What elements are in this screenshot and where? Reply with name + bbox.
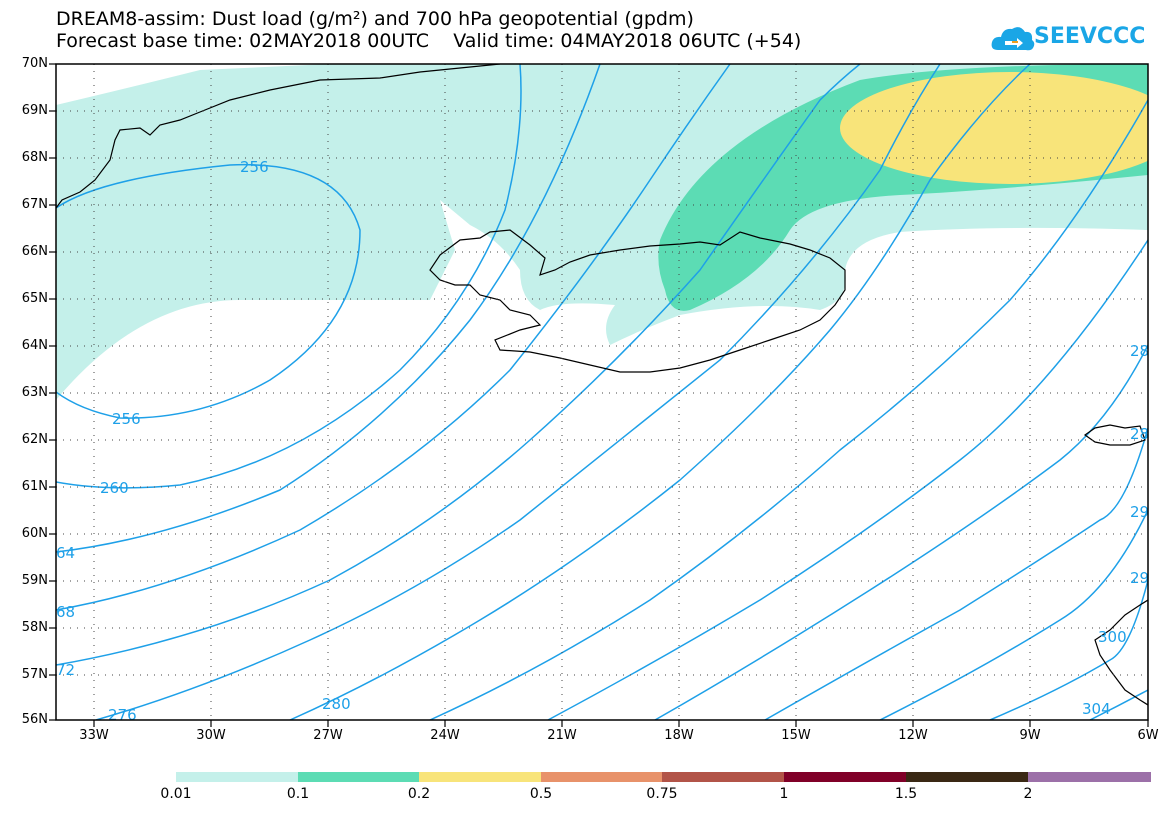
- greenland-coast: [56, 64, 501, 209]
- lat-label: 64N: [21, 338, 48, 353]
- colorbar-label: 0.5: [529, 786, 553, 802]
- contour-label: 276: [108, 706, 137, 724]
- colorbar-swatch: [784, 772, 906, 782]
- contour-272: [56, 64, 861, 666]
- lon-label: 33W: [79, 728, 109, 743]
- contour-label: 256: [112, 410, 141, 428]
- contour-292: [764, 427, 1148, 720]
- lat-label: 61N: [21, 479, 48, 494]
- title-line-1: DREAM8-assim: Dust load (g/m²) and 700 h…: [56, 8, 694, 30]
- scotland-coast: [1094, 599, 1148, 706]
- lat-label: 65N: [21, 291, 48, 306]
- contour-label: 304: [1082, 700, 1111, 718]
- contour-276: [95, 64, 941, 720]
- lon-label: 18W: [664, 728, 694, 743]
- contour-label: 260: [100, 479, 129, 497]
- contour-284-a: [429, 99, 1148, 720]
- contour-300: [989, 579, 1148, 720]
- lat-label: 68N: [21, 150, 48, 165]
- lon-label: 15W: [781, 728, 811, 743]
- lat-label: 57N: [21, 667, 48, 682]
- colorbar-label: 1: [779, 786, 789, 802]
- lat-lon-grid: [56, 64, 1148, 720]
- colorbar-label: 2: [1023, 786, 1033, 802]
- contour-260: [56, 64, 522, 489]
- contour-label: 72: [56, 661, 75, 679]
- colorbar-label: 0.75: [646, 786, 678, 802]
- iceland-coast: [429, 229, 846, 373]
- title-line-2: Forecast base time: 02MAY2018 00UTC Vali…: [56, 30, 802, 52]
- colorbar-label: 0.1: [286, 786, 310, 802]
- map-frame: [55, 63, 1149, 721]
- colorbar-swatch: [298, 772, 419, 782]
- contour-label: 29: [1130, 503, 1149, 521]
- lon-label: 27W: [313, 728, 343, 743]
- contour-label: 28: [1130, 425, 1149, 443]
- lon-label: 21W: [547, 728, 577, 743]
- lat-label: 62N: [21, 432, 48, 447]
- axis-ticks: [49, 63, 1149, 727]
- coastlines: [56, 64, 1148, 706]
- lat-label: 67N: [21, 197, 48, 212]
- lon-label: 6W: [1137, 728, 1159, 743]
- lon-label: 24W: [430, 728, 460, 743]
- contour-284-b: [547, 239, 1148, 720]
- contour-label: 280: [322, 695, 351, 713]
- lat-label: 56N: [21, 712, 48, 727]
- contour-label: 29: [1130, 569, 1149, 587]
- colorbar: [176, 772, 1151, 782]
- lat-label: 59N: [21, 573, 48, 588]
- lat-label: 60N: [21, 526, 48, 541]
- colorbar-swatch: [906, 772, 1028, 782]
- lat-label: 63N: [21, 385, 48, 400]
- contour-280: [289, 64, 1031, 720]
- contour-label: 300: [1098, 628, 1127, 646]
- colorbar-label: 0.01: [160, 786, 192, 802]
- contour-label: 64: [56, 544, 75, 562]
- lat-label: 58N: [21, 620, 48, 635]
- contour-296: [879, 509, 1148, 720]
- lat-label: 66N: [21, 244, 48, 259]
- dust-area-0.01-west: [56, 64, 530, 400]
- colorbar-label: 1.5: [894, 786, 918, 802]
- lat-label: 69N: [21, 103, 48, 118]
- dust-area-0.2: [840, 72, 1148, 184]
- contour-label: 256: [240, 158, 269, 176]
- contour-304: [1089, 689, 1148, 720]
- contour-268: [56, 64, 731, 611]
- contour-label: 28: [1130, 342, 1149, 360]
- lon-label: 30W: [196, 728, 226, 743]
- colorbar-swatch: [662, 772, 784, 782]
- contour-label: 68: [56, 603, 75, 621]
- colorbar-swatch: [1028, 772, 1151, 782]
- lon-label: 12W: [898, 728, 928, 743]
- lat-label: 70N: [21, 56, 48, 71]
- contour-264: [56, 64, 601, 553]
- logo-text: SEEVCCC: [1034, 24, 1146, 49]
- faroe-islands-coast: [1083, 424, 1146, 446]
- contour-288: [654, 344, 1148, 720]
- colorbar-label: 0.2: [407, 786, 431, 802]
- colorbar-swatch: [541, 772, 662, 782]
- contour-256-closed: [56, 163, 361, 419]
- colorbar-swatch: [419, 772, 541, 782]
- lon-label: 9W: [1019, 728, 1041, 743]
- geopotential-contours: [56, 64, 1148, 720]
- colorbar-swatch: [176, 772, 298, 782]
- seevccc-cloud-logo-icon: [991, 27, 1035, 51]
